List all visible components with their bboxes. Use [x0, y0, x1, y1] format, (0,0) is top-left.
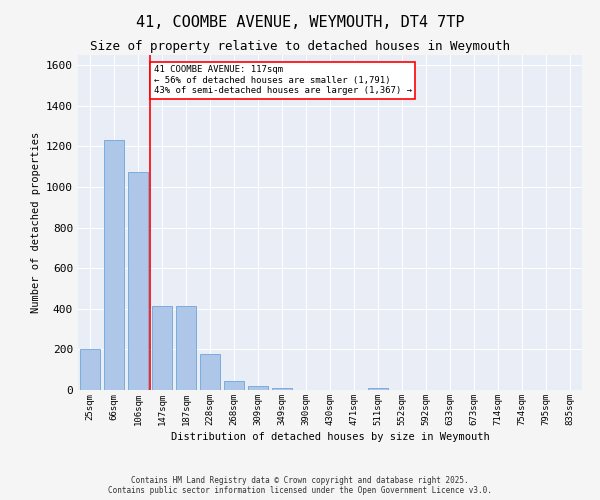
Bar [200, 354, 220, 390]
Bar [80, 350, 100, 390]
Text: 41, COOMBE AVENUE, WEYMOUTH, DT4 7TP: 41, COOMBE AVENUE, WEYMOUTH, DT4 7TP [136, 15, 464, 30]
Bar [272, 388, 292, 390]
Bar [152, 306, 172, 390]
Bar [128, 172, 148, 390]
Bar [368, 388, 388, 390]
Y-axis label: Number of detached properties: Number of detached properties [31, 132, 41, 313]
Bar [224, 381, 244, 390]
Text: 41 COOMBE AVENUE: 117sqm
← 56% of detached houses are smaller (1,791)
43% of sem: 41 COOMBE AVENUE: 117sqm ← 56% of detach… [154, 65, 412, 95]
Bar [176, 306, 196, 390]
Bar [248, 386, 268, 390]
X-axis label: Distribution of detached houses by size in Weymouth: Distribution of detached houses by size … [170, 432, 490, 442]
Text: Contains HM Land Registry data © Crown copyright and database right 2025.
Contai: Contains HM Land Registry data © Crown c… [108, 476, 492, 495]
Text: Size of property relative to detached houses in Weymouth: Size of property relative to detached ho… [90, 40, 510, 53]
Bar [104, 140, 124, 390]
